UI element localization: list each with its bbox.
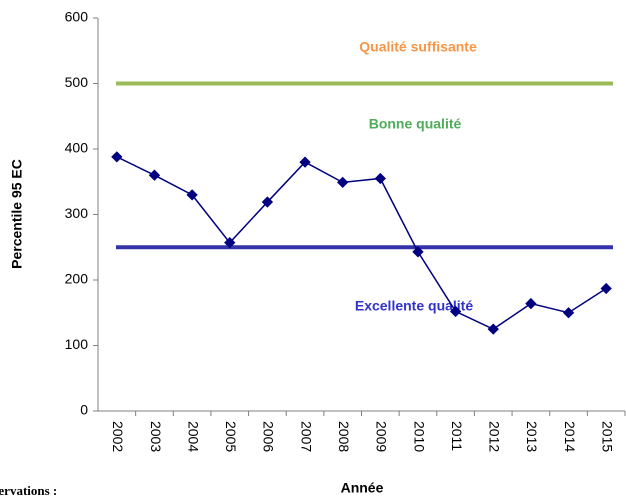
annotation: Qualité suffisante xyxy=(359,39,477,55)
y-tick-label: 400 xyxy=(65,140,89,156)
x-tick-label: 2015 xyxy=(599,421,615,452)
y-tick-label: 600 xyxy=(65,9,89,25)
marker xyxy=(412,246,424,258)
x-tick-label: 2012 xyxy=(487,421,503,452)
marker xyxy=(449,305,462,318)
marker xyxy=(374,172,386,185)
x-tick-label: 2010 xyxy=(411,421,427,452)
x-tick-label: 2004 xyxy=(185,421,201,452)
marker xyxy=(562,307,575,319)
line xyxy=(116,156,607,330)
x-tick-label: 2002 xyxy=(110,421,126,452)
marker xyxy=(525,297,537,310)
x-tick-label: 2014 xyxy=(562,421,578,452)
marker xyxy=(600,282,612,295)
marker xyxy=(224,237,236,249)
annotation: Excellente qualité xyxy=(355,298,473,314)
x-tick-label: 2005 xyxy=(223,421,239,452)
marker xyxy=(148,169,161,181)
annotation: Bonne qualité xyxy=(369,116,462,132)
marker xyxy=(111,151,123,163)
x-tick-label: 2011 xyxy=(449,421,465,451)
y-tick-label: 100 xyxy=(65,336,89,352)
marker xyxy=(261,196,274,208)
marker xyxy=(487,323,499,335)
footnote: Observations : xyxy=(0,483,57,497)
y-tick-label: 300 xyxy=(65,205,89,221)
y-tick-label: 500 xyxy=(65,74,89,90)
y-tick-label: 0 xyxy=(80,402,88,418)
y-axis-title: Percentile 95 EC xyxy=(9,159,25,269)
marker xyxy=(299,156,311,168)
x-tick-label: 2008 xyxy=(336,421,352,452)
marker xyxy=(337,176,349,189)
marker xyxy=(186,189,198,201)
x-axis-title: Année xyxy=(341,480,384,496)
y-tick-label: 200 xyxy=(65,271,89,287)
x-tick-label: 2009 xyxy=(374,421,390,452)
x-tick-label: 2003 xyxy=(148,421,164,452)
x-tick-label: 2006 xyxy=(261,421,277,452)
x-tick-label: 2013 xyxy=(524,421,540,452)
x-tick-label: 2007 xyxy=(298,421,314,452)
